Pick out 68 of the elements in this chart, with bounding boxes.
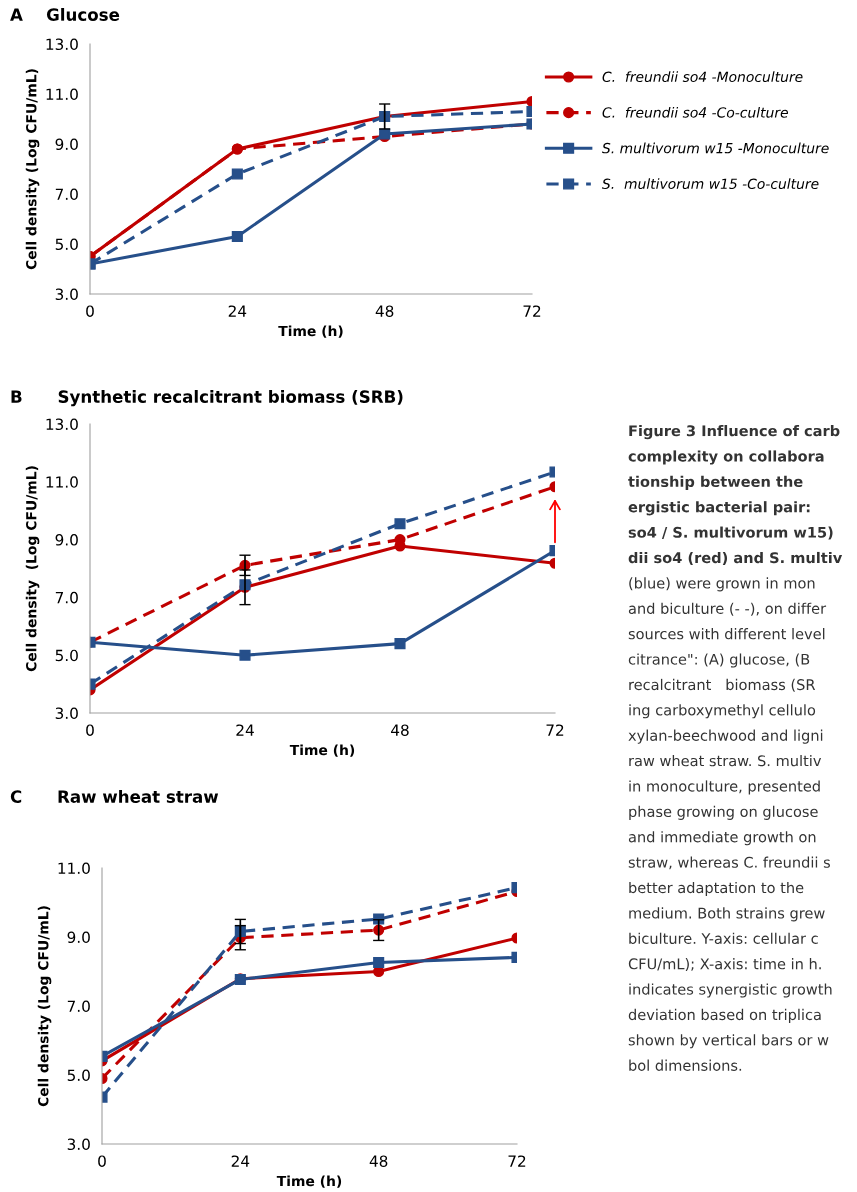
y-tick-label: 7.0 [55,188,78,201]
text: CFU/mL); X-axis: time in h. [628,958,821,972]
text: phase growing on glucose [629,805,818,820]
text: ergistic bacterial pair: [628,501,810,516]
y-axis-title: Cell density (Log CFU/mL) [25,69,40,270]
legend-label: C. freundii so4 -Co-culture [602,106,788,118]
text: biculture. Y-axis: cellular c [629,932,818,944]
y-tick-label: 5.0 [55,238,78,251]
x-tick-label: 0 [98,1155,106,1167]
chart-title: B Synthetic recalcitrant biomass (SRB) [11,390,403,407]
text: citrance": (A) glucose, (B [628,653,810,668]
x-tick-label: 72 [546,724,564,736]
text: xylan-beechwood and ligni [628,729,823,744]
x-tick-label: 0 [86,305,94,317]
text: better adaptation to the [629,881,804,897]
x-axis-title: Time (h) [289,744,355,757]
text: deviation based on triplica [628,1008,821,1023]
x-tick-label: 24 [228,305,247,317]
y-tick-label: 11.0 [46,88,78,101]
text: and immediate growth on [628,831,816,846]
source-note: sources with different level [628,628,825,640]
text: (blue) were grown in mon [629,577,815,592]
y-tick-label: 9.0 [55,138,78,151]
legend-label: C. freundii so4 -Monoculture [602,71,803,83]
text: and biculture (- -), on differ [628,602,827,616]
text: dii so4 (red) and S. multiv [628,551,843,565]
x-tick-label: 24 [236,724,254,736]
text: raw wheat straw. S. multiv [629,755,822,767]
text: medium. Both strains grew [629,907,825,922]
text: recalcitrant biomass (SR [629,678,816,692]
chart-title: A Glucose [10,8,120,21]
text: indicates synergistic growth [629,983,832,998]
x-tick-label: 24 [231,1155,250,1167]
y-tick-label: 3.0 [55,707,78,720]
text: straw, whereas C. freundii s [628,856,830,870]
text: complexity on collabora [628,450,824,465]
y-tick-label: 7.0 [55,591,78,604]
y-axis-title: Cell density (Log CFU/mL) [25,466,40,672]
chart-title: C Raw wheat straw [10,790,219,803]
text: tionship between the [628,475,803,490]
text: bol dimensions. [629,1059,742,1071]
x-tick-label: 72 [508,1155,526,1167]
text: ing carboxymethyl cellulo [629,704,816,719]
x-axis-title: Time (h) [278,325,343,338]
legend-label: S. multivorum w15 -Monoculture [602,142,829,154]
y-tick-label: 9.0 [67,931,90,944]
x-axis-title: Time (h) [276,1175,342,1188]
text: so4 / S. multivorum w15) [628,526,833,540]
legend-label: S. multivorum w15 -Co-culture [602,178,819,190]
y-axis-title: Cell density (Log CFU/mL) [37,906,52,1107]
y-tick-label: 5.0 [67,1069,90,1082]
y-tick-label: 11.0 [58,862,90,875]
caption: Figure 3 Influence of carb [629,425,840,440]
y-tick-label: 11.0 [46,476,78,488]
y-tick-label: 7.0 [67,1000,90,1013]
y-tick-label: 5.0 [55,649,78,662]
x-tick-label: 0 [86,724,94,736]
y-tick-label: 3.0 [67,1138,90,1151]
x-tick-label: 72 [523,305,541,317]
y-tick-label: 13.0 [46,418,78,431]
x-tick-label: 48 [391,724,409,736]
y-tick-label: 3.0 [55,288,78,301]
text: in monoculture, presented [629,780,820,795]
y-tick-label: 13.0 [46,38,78,51]
text: shown by vertical bars or w [628,1034,829,1049]
x-tick-label: 48 [375,305,394,317]
y-tick-label: 9.0 [55,534,78,546]
x-tick-label: 48 [369,1155,388,1167]
